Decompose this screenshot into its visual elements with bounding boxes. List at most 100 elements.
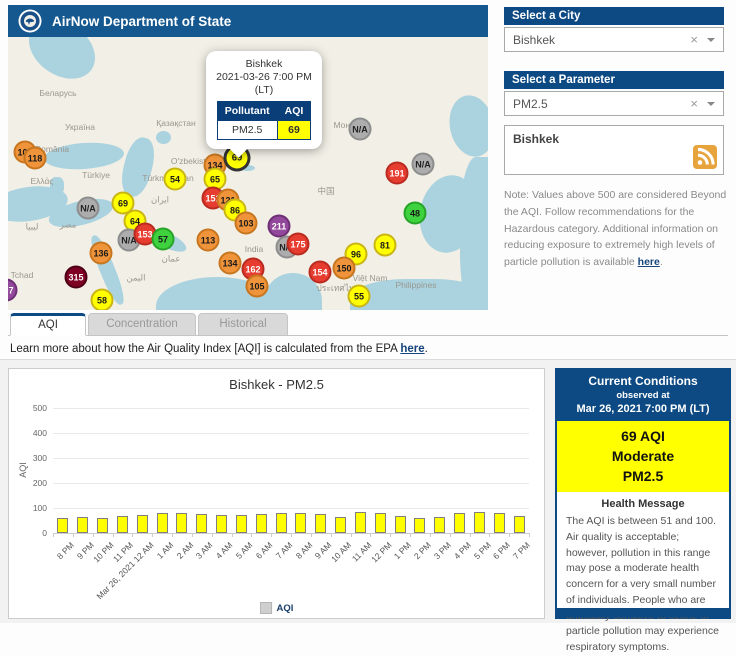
map-label: اليمن <box>126 272 146 283</box>
chart-bar[interactable] <box>295 513 307 533</box>
chart-bar[interactable] <box>176 513 188 533</box>
learn-more-prefix: Learn more about how the Air Quality Ind… <box>10 343 401 355</box>
chart-bar[interactable] <box>454 513 466 533</box>
map-label: Philippines <box>395 280 437 290</box>
aqi-marker[interactable]: 113 <box>196 228 220 252</box>
city-clear-icon[interactable]: × <box>690 32 698 47</box>
aqi-marker[interactable]: 150 <box>332 256 356 280</box>
parameter-select[interactable]: PM2.5 × <box>504 91 724 116</box>
aqi-marker[interactable]: N/A <box>348 117 372 141</box>
x-tick-label: 2 PM <box>411 540 433 562</box>
chart-bar[interactable] <box>335 517 347 533</box>
aqi-marker[interactable]: 69 <box>111 191 135 215</box>
aqi-marker[interactable]: 57 <box>151 227 175 251</box>
chart-bar[interactable] <box>196 514 208 533</box>
map-label: Монгол <box>333 120 362 130</box>
tab-historical[interactable]: Historical <box>198 313 288 336</box>
aqi-map[interactable]: Беларусь Україна România Ελλάς Türkiye Қазақс… <box>8 37 488 310</box>
chart-bar[interactable] <box>255 514 267 533</box>
chart-bar[interactable] <box>354 512 366 533</box>
chart-bar[interactable] <box>216 515 228 533</box>
aqi-marker[interactable]: 154 <box>308 260 332 284</box>
aqi-marker[interactable]: 55 <box>347 284 371 308</box>
aqi-chart: Bishkek - PM2.5 AQI 0 100 200 300 400 500 8 PM… <box>8 368 545 619</box>
aqi-marker[interactable]: 307 <box>8 278 18 302</box>
chart-bar[interactable] <box>156 513 168 533</box>
x-tick-label: 4 AM <box>213 540 235 561</box>
aqi-marker[interactable]: 54 <box>163 167 187 191</box>
aqi-marker[interactable]: 48 <box>403 201 427 225</box>
x-tick <box>211 533 213 537</box>
chart-bar[interactable] <box>136 515 148 533</box>
x-tick <box>251 533 253 537</box>
select-city-header: Select a City <box>504 7 724 25</box>
gridline <box>53 483 529 484</box>
learn-more-suffix: . <box>424 343 428 355</box>
current-aqi-value: 69 AQI <box>621 428 665 444</box>
x-tick <box>172 533 173 537</box>
parameter-clear-icon[interactable]: × <box>690 96 698 111</box>
chart-bar[interactable] <box>434 516 446 533</box>
x-tick-label: 3 PM <box>431 540 453 562</box>
tab-concentration[interactable]: Concentration <box>88 313 196 336</box>
aqi-marker[interactable]: 103 <box>234 211 258 235</box>
chart-bar[interactable] <box>77 516 89 533</box>
chart-bar[interactable] <box>275 513 287 533</box>
aqi-marker[interactable]: N/A <box>411 152 435 176</box>
map-label: ليبيا <box>25 221 39 232</box>
water-shape <box>460 157 488 310</box>
x-tick <box>291 533 292 537</box>
x-tick-label: 11 AM <box>349 540 374 564</box>
aqi-marker[interactable]: 118 <box>23 146 47 170</box>
aqi-marker[interactable]: 81 <box>373 233 397 257</box>
popup-col-aqi: AQI <box>276 101 312 121</box>
y-tick-label: 400 <box>32 428 47 438</box>
chart-bar[interactable] <box>116 516 128 533</box>
popup-aqi-value: 69 <box>276 120 312 140</box>
aqi-marker[interactable]: 175 <box>286 232 310 256</box>
current-aqi-block: 69 AQI Moderate PM2.5 <box>557 421 729 492</box>
y-tick-label: 100 <box>32 503 47 513</box>
parameter-dropdown-arrow-icon[interactable] <box>707 101 715 110</box>
map-label: ประเทศไทย <box>316 283 360 293</box>
x-tick-label: 2 AM <box>174 540 195 561</box>
chart-legend[interactable]: AQI <box>259 602 294 614</box>
x-tick-label: 3 AM <box>194 540 215 561</box>
chart-bar[interactable] <box>414 518 426 533</box>
x-tick <box>429 533 431 537</box>
map-popup: Bishkek 2021-03-26 7:00 PM (LT) Pollutan… <box>206 51 322 149</box>
aqi-marker[interactable]: 191 <box>385 161 409 185</box>
aqi-marker[interactable]: N/A <box>76 196 100 220</box>
water-shape <box>17 37 107 91</box>
rss-icon[interactable] <box>693 145 717 169</box>
aqi-marker[interactable]: 134 <box>218 251 242 275</box>
aqi-marker[interactable]: 315 <box>64 265 88 289</box>
water-shape <box>444 91 488 161</box>
aqi-marker[interactable]: 105 <box>245 274 269 298</box>
chart-bar[interactable] <box>315 514 327 533</box>
aqi-marker[interactable]: 211 <box>267 214 291 238</box>
chart-plot-area: 0 100 200 300 400 500 8 PM 9 PM 10 PM 11 PM Mar 26… <box>33 403 532 601</box>
city-dropdown-arrow-icon[interactable] <box>707 37 715 46</box>
map-label: O'zbekiston <box>170 156 216 166</box>
chart-bar[interactable] <box>473 512 485 533</box>
chart-bar[interactable] <box>97 518 109 533</box>
legend-label: AQI <box>276 602 294 614</box>
chart-bar[interactable] <box>394 515 406 533</box>
city-select[interactable]: Bishkek × <box>504 27 724 52</box>
chart-bar[interactable] <box>493 512 505 533</box>
chart-bar[interactable] <box>235 515 247 533</box>
chart-bar[interactable] <box>374 513 386 533</box>
aqi-marker[interactable]: 136 <box>89 241 113 265</box>
select-parameter-title: Select a Parameter <box>512 74 615 86</box>
popup-col-pollutant: Pollutant <box>216 101 278 121</box>
chart-bar[interactable] <box>513 515 525 533</box>
chart-bar[interactable] <box>57 518 69 533</box>
tab-aqi[interactable]: AQI <box>10 313 86 336</box>
map-label: Україна <box>65 122 95 132</box>
epa-here-link[interactable]: here <box>400 343 425 355</box>
aqi-marker[interactable]: 58 <box>90 288 114 310</box>
note-here-link[interactable]: here <box>637 256 660 269</box>
map-label: Беларусь <box>39 88 77 98</box>
x-tick <box>509 533 511 537</box>
